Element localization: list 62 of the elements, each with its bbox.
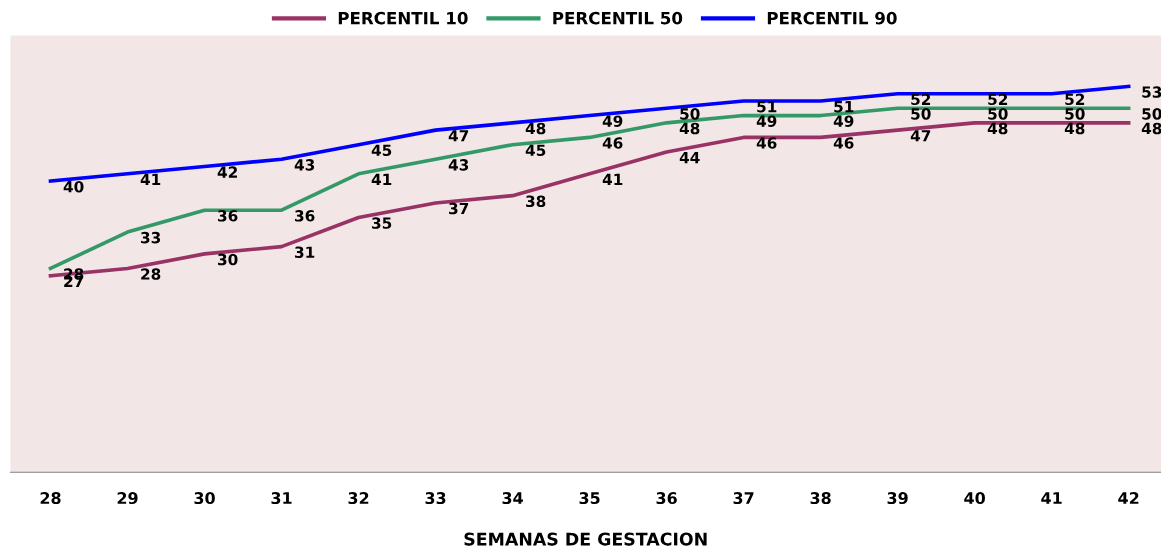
data-label: 36 xyxy=(295,210,315,222)
data-label: 46 xyxy=(756,137,777,149)
x-tick-label: 29 xyxy=(117,492,138,505)
data-label: 41 xyxy=(371,173,392,185)
data-label: 43 xyxy=(448,159,469,171)
x-tick-label: 40 xyxy=(964,492,985,505)
legend-label: PERCENTIL 90 xyxy=(767,11,897,25)
data-label: 48 xyxy=(679,122,700,135)
x-tick-label: 42 xyxy=(1118,492,1139,504)
legend-label: PERCENTIL 10 xyxy=(338,11,468,25)
data-label: 41 xyxy=(140,173,161,185)
data-label: 49 xyxy=(602,115,623,127)
x-tick-label: 33 xyxy=(425,492,446,505)
data-label: 52 xyxy=(988,93,1008,106)
data-label: 48 xyxy=(1141,122,1161,135)
data-label: 53 xyxy=(1142,86,1161,98)
data-label: 31 xyxy=(295,246,315,258)
data-label: 33 xyxy=(141,231,161,244)
data-label: 40 xyxy=(63,180,84,193)
data-label: 45 xyxy=(371,144,392,157)
x-tick-label: 39 xyxy=(887,492,908,505)
data-label: 50 xyxy=(1142,108,1161,120)
data-label: 37 xyxy=(449,202,469,215)
data-label: 51 xyxy=(834,101,854,113)
legend-label: PERCENTIL 50 xyxy=(553,11,683,25)
data-label: 48 xyxy=(1064,122,1085,135)
data-label: 49 xyxy=(833,115,854,127)
data-label: 52 xyxy=(911,93,931,106)
data-label: 47 xyxy=(448,130,469,142)
data-label: 50 xyxy=(1065,108,1085,120)
data-label: 48 xyxy=(525,122,546,135)
x-tick-label: 41 xyxy=(1041,492,1062,504)
data-label: 41 xyxy=(602,173,623,185)
data-label: 50 xyxy=(988,108,1008,120)
data-label: 50 xyxy=(680,108,700,120)
x-tick-label: 34 xyxy=(502,492,523,505)
data-label: 47 xyxy=(910,130,931,142)
x-tick-label: 37 xyxy=(733,492,754,505)
data-label: 43 xyxy=(294,159,315,171)
data-label: 45 xyxy=(525,144,546,157)
data-label: 36 xyxy=(218,210,238,222)
x-tick-label: 28 xyxy=(40,492,61,505)
x-tick-label: 36 xyxy=(656,492,677,505)
data-label: 49 xyxy=(756,115,777,127)
x-tick-label: 35 xyxy=(579,492,600,505)
data-label: 52 xyxy=(1065,93,1085,106)
data-label: 51 xyxy=(757,101,777,113)
data-label: 42 xyxy=(217,166,237,178)
data-label: 44 xyxy=(679,151,700,164)
data-label: 38 xyxy=(526,195,546,208)
data-label: 28 xyxy=(141,268,161,280)
data-label: 30 xyxy=(218,253,238,266)
x-tick-label: 31 xyxy=(271,492,292,505)
data-label: 35 xyxy=(372,217,392,229)
x-tick-label: 32 xyxy=(348,492,369,505)
x-tick-label: 38 xyxy=(810,492,831,505)
x-axis-title: SEMANAS DE GESTACION xyxy=(464,532,707,546)
data-label: 48 xyxy=(987,122,1008,135)
x-tick-label: 30 xyxy=(194,492,215,505)
data-label: 46 xyxy=(602,137,623,149)
data-label: 46 xyxy=(833,137,854,149)
data-label: 50 xyxy=(911,108,931,120)
